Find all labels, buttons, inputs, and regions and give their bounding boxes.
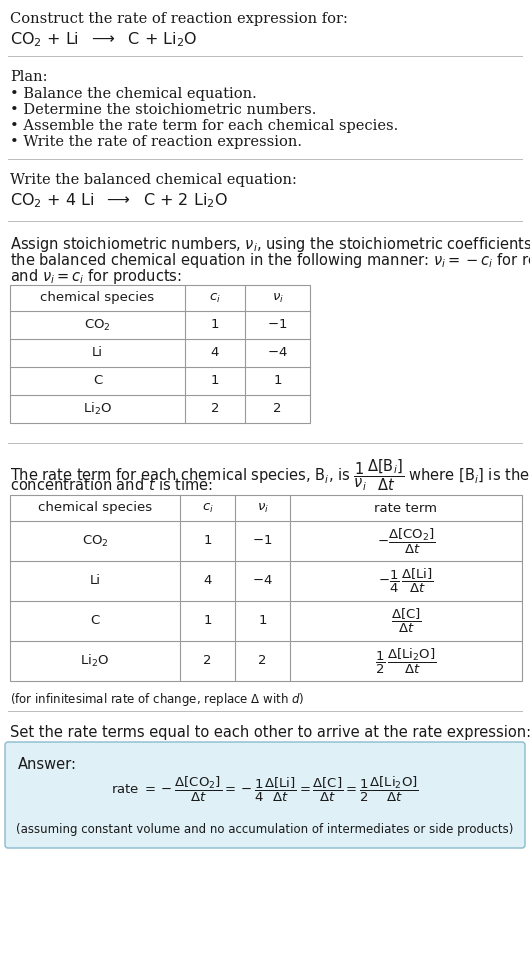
- Text: $\nu_i$: $\nu_i$: [271, 292, 284, 305]
- Text: $-\dfrac{\Delta[\mathrm{CO_2}]}{\Delta t}$: $-\dfrac{\Delta[\mathrm{CO_2}]}{\Delta t…: [377, 526, 435, 555]
- Text: $c_i$: $c_i$: [201, 502, 214, 514]
- Text: $-1$: $-1$: [267, 318, 288, 332]
- Text: $\mathrm{CO_2}$: $\mathrm{CO_2}$: [82, 534, 108, 549]
- Text: 2: 2: [211, 402, 219, 416]
- Text: 1: 1: [211, 318, 219, 332]
- Text: The rate term for each chemical species, $\mathrm{B}_i$, is $\dfrac{1}{\nu_i}\df: The rate term for each chemical species,…: [10, 457, 530, 493]
- Text: $-\dfrac{1}{4}\,\dfrac{\Delta[\mathrm{Li}]}{\Delta t}$: $-\dfrac{1}{4}\,\dfrac{\Delta[\mathrm{Li…: [378, 567, 434, 595]
- Text: $\mathrm{Li_2O}$: $\mathrm{Li_2O}$: [83, 401, 112, 417]
- Text: chemical species: chemical species: [40, 292, 155, 305]
- Text: • Balance the chemical equation.: • Balance the chemical equation.: [10, 87, 257, 101]
- Text: 1: 1: [203, 615, 212, 628]
- FancyBboxPatch shape: [5, 742, 525, 848]
- Text: $c_i$: $c_i$: [209, 292, 221, 305]
- Text: $\dfrac{1}{2}\,\dfrac{\Delta[\mathrm{Li_2O}]}{\Delta t}$: $\dfrac{1}{2}\,\dfrac{\Delta[\mathrm{Li_…: [375, 646, 437, 675]
- Text: $-4$: $-4$: [252, 575, 273, 588]
- Text: $\mathrm{Li_2O}$: $\mathrm{Li_2O}$: [81, 653, 110, 670]
- Text: (assuming constant volume and no accumulation of intermediates or side products): (assuming constant volume and no accumul…: [16, 823, 514, 835]
- Text: concentration and $t$ is time:: concentration and $t$ is time:: [10, 477, 213, 493]
- Text: $-1$: $-1$: [252, 535, 272, 548]
- Text: $-4$: $-4$: [267, 346, 288, 359]
- Text: the balanced chemical equation in the following manner: $\nu_i = -c_i$ for react: the balanced chemical equation in the fo…: [10, 251, 530, 270]
- Text: $\mathrm{CO_2}$ + 4 Li  $\longrightarrow$  C + 2 $\mathrm{Li_2O}$: $\mathrm{CO_2}$ + 4 Li $\longrightarrow$…: [10, 191, 228, 210]
- Bar: [10, 285, 310, 423]
- Text: Plan:: Plan:: [10, 70, 48, 84]
- Text: $\nu_i$: $\nu_i$: [257, 502, 269, 514]
- Text: $\mathrm{CO_2}$ + Li  $\longrightarrow$  C + $\mathrm{Li_2O}$: $\mathrm{CO_2}$ + Li $\longrightarrow$ C…: [10, 30, 197, 49]
- Text: (for infinitesimal rate of change, replace $\Delta$ with $d$): (for infinitesimal rate of change, repla…: [10, 691, 304, 708]
- Text: 4: 4: [211, 346, 219, 359]
- Text: Assign stoichiometric numbers, $\nu_i$, using the stoichiometric coefficients, $: Assign stoichiometric numbers, $\nu_i$, …: [10, 235, 530, 254]
- Text: $\mathrm{CO_2}$: $\mathrm{CO_2}$: [84, 317, 111, 333]
- Bar: [10, 495, 522, 681]
- Text: 2: 2: [273, 402, 282, 416]
- Text: 2: 2: [258, 655, 267, 668]
- Text: rate term: rate term: [375, 502, 437, 514]
- Text: 1: 1: [203, 535, 212, 548]
- Text: Write the balanced chemical equation:: Write the balanced chemical equation:: [10, 173, 297, 187]
- Text: chemical species: chemical species: [38, 502, 152, 514]
- Text: • Assemble the rate term for each chemical species.: • Assemble the rate term for each chemic…: [10, 119, 398, 133]
- Text: Construct the rate of reaction expression for:: Construct the rate of reaction expressio…: [10, 12, 348, 26]
- Text: 1: 1: [211, 375, 219, 387]
- Text: 1: 1: [273, 375, 282, 387]
- Text: • Determine the stoichiometric numbers.: • Determine the stoichiometric numbers.: [10, 103, 316, 117]
- Text: 1: 1: [258, 615, 267, 628]
- Text: Set the rate terms equal to each other to arrive at the rate expression:: Set the rate terms equal to each other t…: [10, 725, 530, 740]
- Text: and $\nu_i = c_i$ for products:: and $\nu_i = c_i$ for products:: [10, 267, 182, 286]
- Text: $\dfrac{\Delta[\mathrm{C}]}{\Delta t}$: $\dfrac{\Delta[\mathrm{C}]}{\Delta t}$: [391, 607, 421, 635]
- Text: 2: 2: [203, 655, 212, 668]
- Text: C: C: [93, 375, 102, 387]
- Text: C: C: [91, 615, 100, 628]
- Text: 4: 4: [204, 575, 211, 588]
- Text: Answer:: Answer:: [18, 757, 77, 772]
- Text: Li: Li: [90, 575, 101, 588]
- Text: Li: Li: [92, 346, 103, 359]
- Text: rate $= -\dfrac{\Delta[\mathrm{CO_2}]}{\Delta t} = -\dfrac{1}{4}\dfrac{\Delta[\m: rate $= -\dfrac{\Delta[\mathrm{CO_2}]}{\…: [111, 774, 419, 803]
- Text: • Write the rate of reaction expression.: • Write the rate of reaction expression.: [10, 135, 302, 149]
